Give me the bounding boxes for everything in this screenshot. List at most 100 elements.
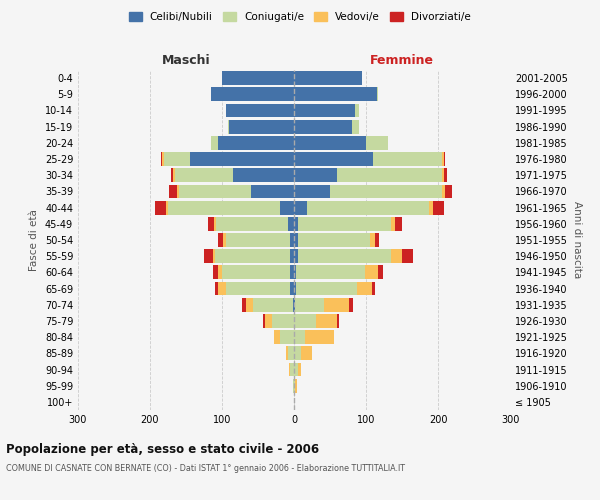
- Bar: [223, 233, 226, 247]
- Bar: [155, 200, 166, 214]
- Bar: [263, 314, 265, 328]
- Bar: [301, 346, 312, 360]
- Text: COMUNE DI CASNATE CON BERNATE (CO) - Dati ISTAT 1° gennaio 2006 - Elaborazione T: COMUNE DI CASNATE CON BERNATE (CO) - Dat…: [6, 464, 405, 473]
- Bar: [430, 200, 433, 214]
- Bar: [293, 379, 294, 392]
- Bar: [169, 184, 176, 198]
- Bar: [274, 330, 280, 344]
- Bar: [352, 120, 359, 134]
- Bar: [402, 250, 413, 263]
- Bar: [298, 362, 301, 376]
- Bar: [324, 298, 349, 312]
- Bar: [211, 136, 218, 149]
- Bar: [294, 184, 330, 198]
- Bar: [296, 282, 358, 296]
- Bar: [204, 250, 212, 263]
- Bar: [212, 250, 215, 263]
- Bar: [190, 152, 294, 166]
- Bar: [280, 200, 294, 214]
- Bar: [164, 152, 190, 166]
- Bar: [444, 152, 445, 166]
- Text: Maschi: Maschi: [161, 54, 211, 67]
- Bar: [376, 233, 379, 247]
- Bar: [391, 217, 395, 230]
- Bar: [214, 217, 216, 230]
- Legend: Celibi/Nubili, Coniugati/e, Vedovi/e, Divorziati/e: Celibi/Nubili, Coniugati/e, Vedovi/e, Di…: [125, 8, 475, 26]
- Bar: [228, 120, 229, 134]
- Bar: [294, 104, 355, 118]
- Bar: [294, 136, 366, 149]
- Bar: [290, 282, 294, 296]
- Bar: [226, 104, 294, 118]
- Bar: [294, 362, 298, 376]
- Bar: [208, 217, 214, 230]
- Bar: [218, 266, 222, 280]
- Bar: [365, 266, 377, 280]
- Bar: [294, 71, 362, 85]
- Bar: [171, 168, 173, 182]
- Bar: [395, 217, 402, 230]
- Bar: [272, 314, 294, 328]
- Bar: [290, 233, 294, 247]
- Bar: [265, 314, 272, 328]
- Bar: [442, 168, 444, 182]
- Bar: [294, 379, 295, 392]
- Bar: [161, 152, 162, 166]
- Bar: [294, 168, 337, 182]
- Bar: [298, 233, 370, 247]
- Bar: [442, 152, 444, 166]
- Bar: [226, 282, 290, 296]
- Bar: [218, 136, 294, 149]
- Bar: [162, 152, 164, 166]
- Bar: [294, 314, 316, 328]
- Bar: [166, 200, 168, 214]
- Bar: [290, 362, 294, 376]
- Bar: [294, 120, 352, 134]
- Bar: [288, 217, 294, 230]
- Bar: [337, 168, 442, 182]
- Bar: [253, 298, 293, 312]
- Bar: [289, 362, 290, 376]
- Bar: [294, 282, 296, 296]
- Bar: [349, 298, 353, 312]
- Bar: [294, 233, 298, 247]
- Bar: [290, 250, 294, 263]
- Bar: [293, 298, 294, 312]
- Bar: [337, 314, 340, 328]
- Bar: [218, 282, 226, 296]
- Bar: [280, 330, 294, 344]
- Y-axis label: Anni di nascita: Anni di nascita: [572, 202, 581, 278]
- Bar: [444, 168, 448, 182]
- Bar: [433, 200, 444, 214]
- Bar: [226, 233, 290, 247]
- Bar: [296, 266, 365, 280]
- Bar: [358, 282, 372, 296]
- Bar: [295, 298, 324, 312]
- Bar: [168, 200, 280, 214]
- Bar: [372, 282, 376, 296]
- Bar: [242, 298, 246, 312]
- Bar: [212, 266, 218, 280]
- Bar: [294, 330, 305, 344]
- Text: Femmine: Femmine: [370, 54, 434, 67]
- Bar: [215, 250, 290, 263]
- Bar: [298, 217, 391, 230]
- Bar: [294, 152, 373, 166]
- Bar: [445, 184, 452, 198]
- Bar: [179, 184, 251, 198]
- Bar: [442, 184, 445, 198]
- Bar: [286, 346, 288, 360]
- Bar: [355, 104, 359, 118]
- Bar: [173, 168, 175, 182]
- Bar: [218, 233, 223, 247]
- Bar: [377, 88, 378, 101]
- Bar: [175, 168, 233, 182]
- Bar: [294, 200, 307, 214]
- Bar: [305, 330, 334, 344]
- Bar: [246, 298, 253, 312]
- Bar: [377, 266, 383, 280]
- Bar: [215, 282, 218, 296]
- Bar: [298, 250, 391, 263]
- Bar: [222, 266, 290, 280]
- Bar: [233, 168, 294, 182]
